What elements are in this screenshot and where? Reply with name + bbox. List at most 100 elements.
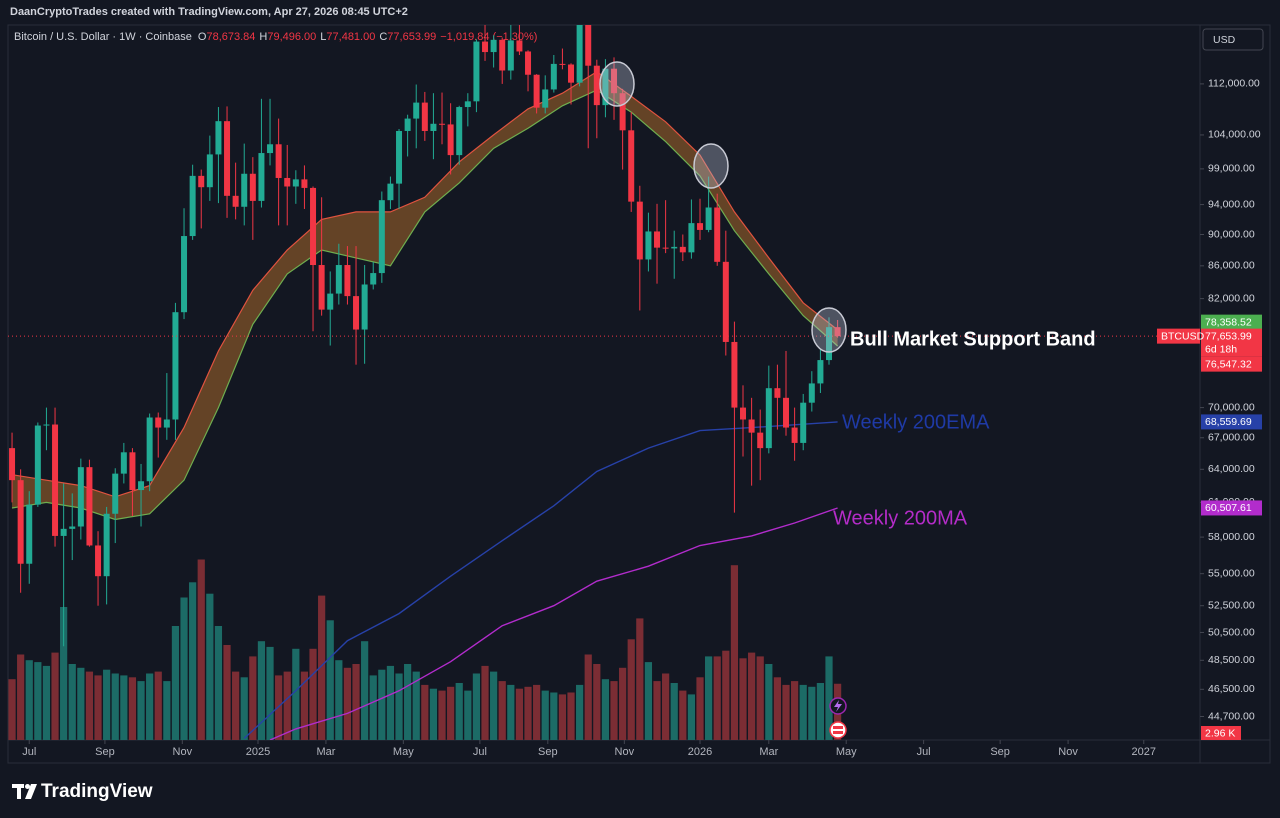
- candle-body: [258, 153, 265, 201]
- x-tick-label: Jul: [917, 746, 931, 758]
- x-tick-label: Mar: [316, 746, 335, 758]
- y-tick-label: 46,500.00: [1208, 683, 1255, 695]
- indicator-price-bg: [1201, 500, 1262, 516]
- volume-bar: [421, 684, 429, 740]
- volume-bar: [223, 645, 231, 740]
- volume-bar: [318, 595, 326, 740]
- volume-bar: [163, 681, 171, 740]
- volume-bar: [309, 648, 317, 740]
- candle-body: [155, 417, 162, 428]
- candle-body: [748, 419, 755, 433]
- volume-bar: [808, 686, 816, 740]
- volume-bar: [275, 675, 283, 740]
- candle-body: [129, 452, 136, 491]
- candle-body: [542, 89, 549, 108]
- volume-bar: [541, 690, 549, 740]
- candle-body: [731, 341, 738, 408]
- volume-bar: [111, 673, 119, 740]
- volume-bar: [266, 646, 274, 740]
- candle-body: [662, 247, 669, 249]
- x-tick-label: May: [393, 746, 414, 758]
- annotation: Weekly 200MA: [833, 507, 968, 529]
- candle-body: [378, 200, 385, 274]
- logo-part: [17, 784, 21, 799]
- volume-bar: [799, 684, 807, 740]
- volume-bar: [292, 648, 300, 740]
- annotation: Bull Market Support Band: [850, 328, 1096, 350]
- candle-body: [396, 130, 403, 184]
- last-price: 77,653.99: [1205, 330, 1252, 342]
- volume-bar: [335, 660, 343, 740]
- candle-body: [619, 93, 626, 131]
- volume-bar: [722, 650, 730, 740]
- candle-body: [722, 261, 729, 342]
- countdown: 6d 18h: [1205, 343, 1237, 355]
- candle-body: [507, 40, 514, 71]
- candle-body: [318, 265, 325, 310]
- y-tick-label: 82,000.00: [1208, 292, 1255, 304]
- volume-bar: [593, 664, 601, 740]
- volume-bar: [550, 692, 558, 740]
- volume-bar: [85, 671, 94, 740]
- candle-body: [267, 144, 274, 154]
- volume-bar: [386, 665, 395, 740]
- candle-body: [86, 467, 93, 546]
- currency-button[interactable]: [1202, 28, 1264, 51]
- candle-body: [602, 68, 609, 106]
- volume-bar: [77, 667, 85, 740]
- volume-bar: [713, 656, 721, 740]
- x-tick-label: 2026: [688, 746, 712, 758]
- indicator-line: [269, 507, 838, 740]
- candle-body: [447, 124, 454, 156]
- y-tick-label: 52,500.00: [1208, 600, 1255, 612]
- y-tick-label: 90,000.00: [1208, 228, 1255, 240]
- y-tick-label: 58,000.00: [1208, 531, 1255, 543]
- candle-body: [525, 51, 532, 75]
- volume-bar: [189, 582, 197, 740]
- candle-body: [249, 173, 256, 201]
- volume-bar: [283, 671, 291, 740]
- volume-bar: [816, 683, 825, 740]
- candle-body: [69, 526, 76, 529]
- candle-body: [232, 195, 239, 207]
- candle-body: [241, 173, 248, 207]
- event-icon[interactable]: [829, 721, 847, 739]
- candle-body: [370, 273, 377, 285]
- volume-bar: [352, 664, 360, 740]
- candle-body: [559, 63, 566, 65]
- indicator-price: 60,507.61: [1205, 502, 1252, 514]
- candle-body: [43, 424, 50, 426]
- volume-bar: [627, 639, 635, 740]
- volume-bar: [515, 688, 524, 740]
- x-tick-label: Nov: [173, 746, 193, 758]
- volume-bar: [765, 664, 773, 740]
- candle-body: [103, 513, 110, 577]
- candle-body: [344, 265, 351, 297]
- volume-bar: [662, 673, 670, 740]
- candle-body: [800, 402, 807, 443]
- candle-body: [765, 388, 772, 449]
- volume-bar: [94, 675, 102, 740]
- candle-body: [60, 528, 67, 536]
- currency[interactable]: USD: [1213, 34, 1236, 46]
- candle-body: [628, 130, 635, 202]
- x-tick-label: 2025: [246, 746, 270, 758]
- candle-body: [172, 312, 179, 420]
- volume-bar: [378, 669, 386, 740]
- candle-body: [697, 223, 704, 230]
- band-lower-line: [11, 89, 838, 521]
- volume-bar: [558, 694, 567, 740]
- legend-value: 77,653.99: [387, 31, 436, 43]
- candle-body: [834, 327, 841, 337]
- y-tick-label: 67,000.00: [1208, 432, 1255, 444]
- x-tick-label: Sep: [990, 746, 1010, 758]
- x-tick-label: May: [836, 746, 857, 758]
- candle-body: [430, 123, 437, 131]
- candle-body: [808, 383, 815, 403]
- candle-body: [705, 207, 712, 230]
- volume-bar: [438, 690, 446, 740]
- x-tick-label: Nov: [615, 746, 635, 758]
- candle-body: [679, 246, 686, 253]
- band-upper-price: 78,358.52: [1205, 316, 1252, 328]
- candle-body: [490, 39, 497, 53]
